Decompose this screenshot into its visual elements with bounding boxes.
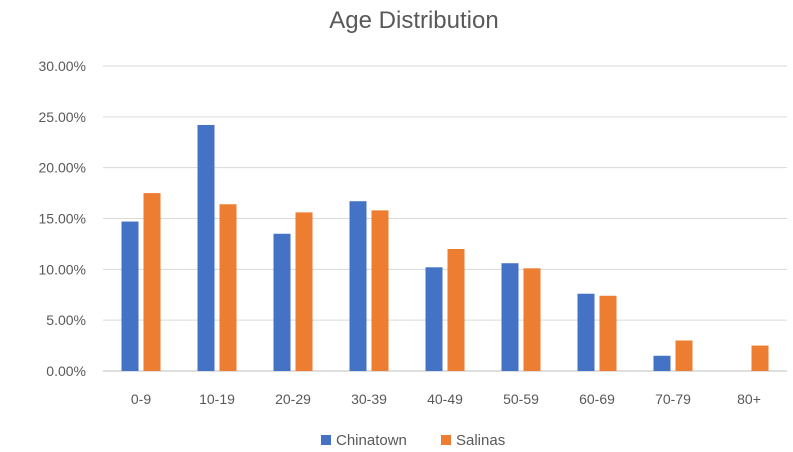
x-tick-label: 20-29 xyxy=(275,391,311,407)
x-tick-label: 50-59 xyxy=(503,391,539,407)
y-tick-label: 20.00% xyxy=(39,160,86,176)
bar-chinatown-40-49 xyxy=(425,267,443,371)
y-tick-label: 30.00% xyxy=(39,58,86,74)
legend-swatch-salinas xyxy=(441,435,451,445)
bar-salinas-80+ xyxy=(751,345,769,371)
bar-chinatown-10-19 xyxy=(197,124,215,371)
bar-salinas-60-69 xyxy=(599,295,617,371)
bar-salinas-50-59 xyxy=(523,268,541,371)
gridlines xyxy=(103,65,787,372)
legend-swatch-chinatown xyxy=(321,435,331,445)
legend-label-chinatown: Chinatown xyxy=(336,432,407,449)
y-tick-label: 15.00% xyxy=(39,211,86,227)
x-axis-ticks: 0-9 10-19 20-29 30-39 40-49 50-59 60-69 70-79 80… xyxy=(131,391,761,407)
x-tick-label: 10-19 xyxy=(199,391,235,407)
bar-salinas-70-79 xyxy=(675,340,693,371)
x-tick-label: 60-69 xyxy=(579,391,615,407)
bar-chinatown-50-59 xyxy=(501,263,519,371)
bar-salinas-0-9 xyxy=(143,193,161,371)
bar-chinatown-30-39 xyxy=(349,201,367,371)
legend-label-salinas: Salinas xyxy=(456,432,505,449)
bar-salinas-40-49 xyxy=(447,249,465,371)
bar-chinatown-20-29 xyxy=(273,233,291,371)
chart-title: Age Distribution xyxy=(329,7,498,34)
y-tick-label: 5.00% xyxy=(46,312,86,328)
x-tick-label: 80+ xyxy=(737,391,761,407)
x-tick-label: 30-39 xyxy=(351,391,387,407)
y-tick-label: 0.00% xyxy=(46,363,86,379)
x-tick-label: 40-49 xyxy=(427,391,463,407)
y-axis-ticks: 0.00% 5.00% 10.00% 15.00% 20.00% 25.00% 30.00% xyxy=(39,58,86,379)
y-tick-label: 10.00% xyxy=(39,261,86,277)
bar-chinatown-60-69 xyxy=(577,293,595,371)
legend: Chinatown Salinas xyxy=(321,432,505,449)
x-tick-label: 70-79 xyxy=(655,391,691,407)
bars xyxy=(121,124,769,371)
y-tick-label: 25.00% xyxy=(39,109,86,125)
bar-chinatown-70-79 xyxy=(653,355,671,371)
bar-chinatown-0-9 xyxy=(121,221,139,371)
x-tick-label: 0-9 xyxy=(131,391,151,407)
bar-salinas-10-19 xyxy=(219,204,237,371)
bar-salinas-20-29 xyxy=(295,212,313,371)
bar-salinas-30-39 xyxy=(371,210,389,371)
